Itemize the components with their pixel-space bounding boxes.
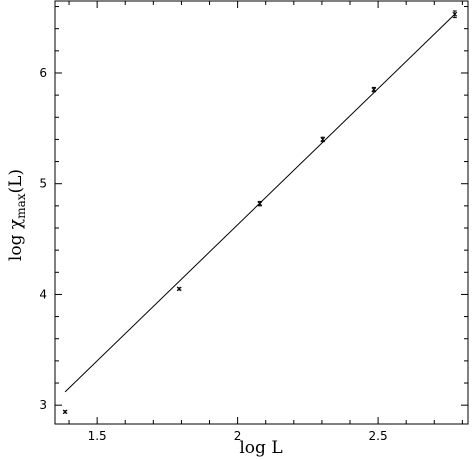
data-points <box>62 10 458 415</box>
point-marker <box>452 11 458 17</box>
data-point <box>320 136 326 143</box>
point-marker <box>320 137 326 142</box>
tick-labels: 1.5 2 2.5 3 4 5 6 <box>39 66 387 443</box>
x-axis-label: log L <box>239 438 282 458</box>
y-tick-label: 3 <box>39 398 47 412</box>
x-tick-label: 1.5 <box>88 429 107 443</box>
y-axis-label: log χmax(L) <box>6 169 28 261</box>
plot-frame <box>54 0 469 425</box>
data-point <box>62 409 68 415</box>
y-axis-label-suffix: (L) <box>6 169 26 194</box>
point-marker <box>176 286 182 292</box>
x-tick-label: 2 <box>234 429 242 443</box>
y-axis-label-base: log χ <box>6 219 26 261</box>
ticks <box>55 1 468 424</box>
y-tick-label: 4 <box>39 287 47 301</box>
point-marker <box>62 409 68 415</box>
x-tick-label: 2.5 <box>369 429 388 443</box>
data-point <box>176 286 182 292</box>
y-axis-label-subscript: max <box>14 193 28 219</box>
point-marker <box>257 201 263 206</box>
data-point <box>452 10 458 19</box>
y-tick-label: 5 <box>39 177 47 191</box>
y-tick-label: 6 <box>39 66 47 80</box>
point-marker <box>371 87 377 92</box>
data-point <box>371 86 377 93</box>
data-point <box>257 200 263 207</box>
